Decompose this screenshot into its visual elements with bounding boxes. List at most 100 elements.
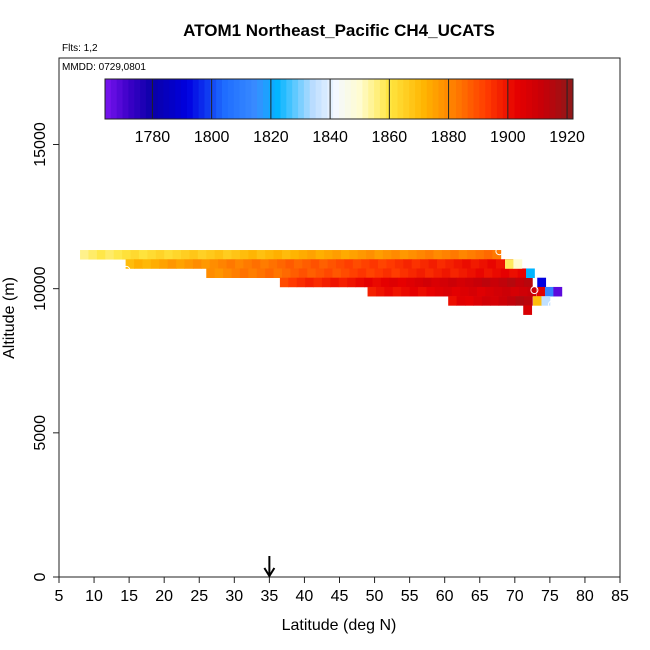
heatmap-cell <box>218 259 227 269</box>
heatmap-cell <box>481 277 491 288</box>
arrow-head <box>263 567 276 578</box>
point-marker <box>122 265 131 274</box>
heatmap-cell <box>456 277 466 288</box>
y-tick-label: 10000 <box>32 266 49 311</box>
heatmap-cell <box>517 268 527 279</box>
heatmap-cell <box>399 268 409 279</box>
heatmap-cell <box>453 259 463 269</box>
colorbar-swatch <box>479 79 486 119</box>
x-axis-title: Latitude (deg N) <box>282 617 397 634</box>
colorbar-swatch <box>333 79 340 119</box>
heatmap-cell <box>375 286 385 297</box>
heatmap-cell <box>384 286 394 297</box>
heatmap-cells <box>80 250 563 315</box>
heatmap-cell <box>239 250 249 260</box>
heatmap-cell <box>434 286 444 297</box>
heatmap-cell <box>391 268 401 279</box>
heatmap-cell <box>248 250 258 260</box>
colorbar-swatch <box>105 79 112 119</box>
heatmap-cell <box>443 286 453 297</box>
heatmap-cell <box>125 259 135 269</box>
colorbar-swatch <box>356 79 363 119</box>
heatmap-cell <box>553 286 563 297</box>
heatmap-cell <box>425 268 434 279</box>
point-marker <box>520 336 529 345</box>
heatmap-cell <box>357 268 367 279</box>
heatmap-cell <box>467 250 476 260</box>
heatmap-cell <box>498 296 508 306</box>
heatmap-cell <box>226 259 236 269</box>
heatmap-cell <box>470 259 480 269</box>
heatmap-cell <box>265 268 274 279</box>
colorbar-swatch <box>292 79 299 119</box>
colorbar: 1780 1800 1820 1840 1860 1880 1900 1920 <box>104 78 585 146</box>
y-axis-title: Altitude (m) <box>1 277 18 359</box>
heatmap-cell <box>399 250 409 260</box>
heatmap-cell <box>445 259 455 269</box>
heatmap-cell <box>366 268 375 279</box>
x-tick-label: 25 <box>190 588 208 605</box>
heatmap-cell <box>462 259 472 269</box>
heatmap-cell <box>456 296 466 306</box>
heatmap-cell <box>420 259 429 269</box>
heatmap-cell <box>467 268 476 279</box>
heatmap-cell <box>206 268 216 279</box>
heatmap-cell <box>448 296 458 306</box>
heatmap-cell <box>460 286 469 297</box>
heatmap-cell <box>392 286 402 297</box>
heatmap-cell <box>231 250 241 260</box>
heatmap-cell <box>184 259 194 269</box>
y-tick-label: 5000 <box>32 415 49 451</box>
heatmap-cell <box>288 277 298 288</box>
heatmap-cell <box>502 286 512 297</box>
heatmap-cell <box>223 268 232 279</box>
heatmap-cell <box>507 296 516 306</box>
y-tick-label: 0 <box>32 572 49 581</box>
heatmap-cell <box>527 286 537 297</box>
heatmap-cell <box>282 268 291 279</box>
colorbar-swatch <box>181 79 188 119</box>
heatmap-cell <box>251 259 261 269</box>
heatmap-cell <box>416 268 426 279</box>
colorbar-swatch <box>444 79 451 119</box>
heatmap-cell <box>416 250 426 260</box>
colorbar-swatch <box>508 79 515 119</box>
heatmap-cell <box>500 268 510 279</box>
colorbar-swatch <box>169 79 176 119</box>
colorbar-swatch <box>432 79 439 119</box>
x-tick-label: 15 <box>120 588 138 605</box>
x-tick-label: 85 <box>611 588 629 605</box>
heatmap-cell <box>374 268 384 279</box>
point-marker <box>495 247 504 256</box>
heatmap-cell <box>523 305 533 315</box>
heatmap-cell <box>321 277 331 288</box>
heatmap-cell <box>279 277 289 288</box>
colorbar-swatch <box>491 79 498 119</box>
heatmap-cell <box>209 259 219 269</box>
x-tick-label: 75 <box>541 588 559 605</box>
heatmap-cell <box>181 250 190 260</box>
heatmap-cell <box>134 259 143 269</box>
heatmap-cell <box>374 250 384 260</box>
heatmap-cell <box>476 286 486 297</box>
heatmap-cell <box>330 277 340 288</box>
colorbar-swatch <box>461 79 469 119</box>
heatmap-cell <box>409 286 419 297</box>
heatmap-cell <box>335 259 345 269</box>
heatmap-cell <box>513 259 523 269</box>
heatmap-cell <box>451 286 461 297</box>
heatmap-cell <box>315 250 325 260</box>
heatmap-cell <box>357 250 367 260</box>
colorbar-tick-label: 1780 <box>135 129 171 146</box>
colorbar-swatch <box>257 79 264 119</box>
heatmap-cell <box>433 250 443 260</box>
x-tick-label: 40 <box>296 588 314 605</box>
heatmap-cell <box>315 268 325 279</box>
heatmap-cell <box>523 277 533 288</box>
colorbar-swatch <box>145 79 153 119</box>
heatmap-cell <box>307 268 317 279</box>
heatmap-cell <box>490 296 500 306</box>
colorbar-swatch <box>409 79 416 119</box>
heatmap-cell <box>523 296 533 306</box>
heatmap-cell <box>155 250 165 260</box>
